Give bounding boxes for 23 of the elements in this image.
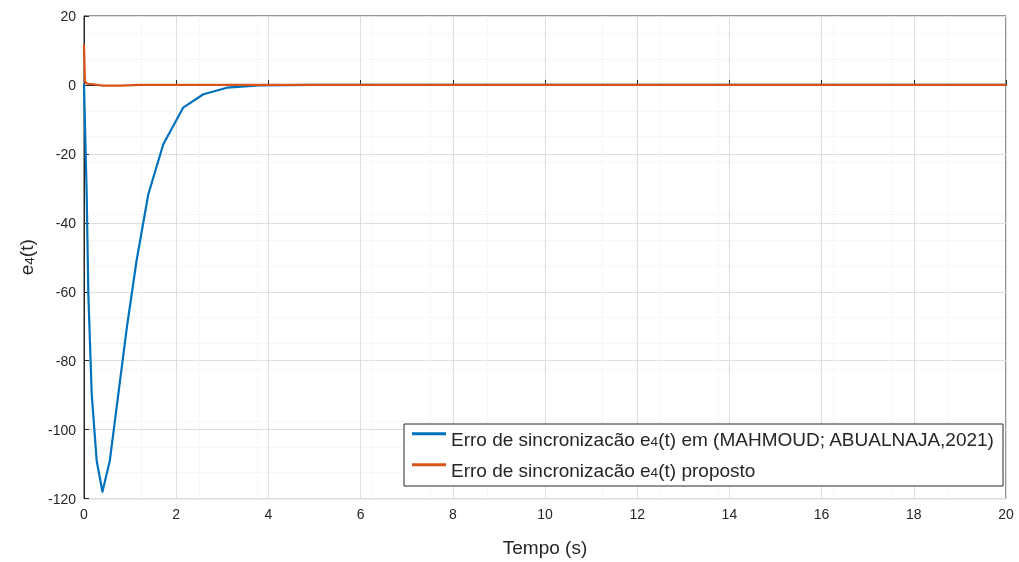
x-tick-label: 8	[448, 505, 457, 522]
x-tick-label: 2	[172, 505, 181, 522]
x-tick-label: 18	[906, 505, 922, 522]
x-tick-label: 10	[537, 505, 553, 522]
y-tick-label: -80	[55, 352, 77, 369]
x-tick-label: 6	[356, 505, 365, 522]
x-tick-label: 0	[80, 505, 89, 522]
y-tick-label: -100	[47, 421, 77, 438]
y-tick-label: -120	[47, 490, 77, 507]
legend-label: Erro de sincronizacão e4(t) em (MAHMOUD; ABUALNAJA,2021)	[451, 429, 994, 450]
x-tick-label: 16	[813, 505, 830, 522]
y-tick-label: -20	[55, 145, 77, 162]
line-series	[82, 44, 1008, 87]
y-tick-label: 0	[68, 76, 77, 93]
x-tick-label: 12	[629, 505, 646, 522]
x-tick-label: 4	[264, 505, 273, 522]
x-tick-label: 20	[998, 505, 1014, 522]
x-tick-label: 14	[721, 505, 738, 522]
y-tick-label: -40	[55, 214, 77, 231]
y-tick-label: 20	[60, 8, 77, 24]
x-axis-title: Tempo (s)	[502, 537, 588, 558]
legend-label: Erro de sincronizacão e4(t) proposto	[451, 460, 756, 481]
y-tick-label: -60	[55, 283, 77, 300]
